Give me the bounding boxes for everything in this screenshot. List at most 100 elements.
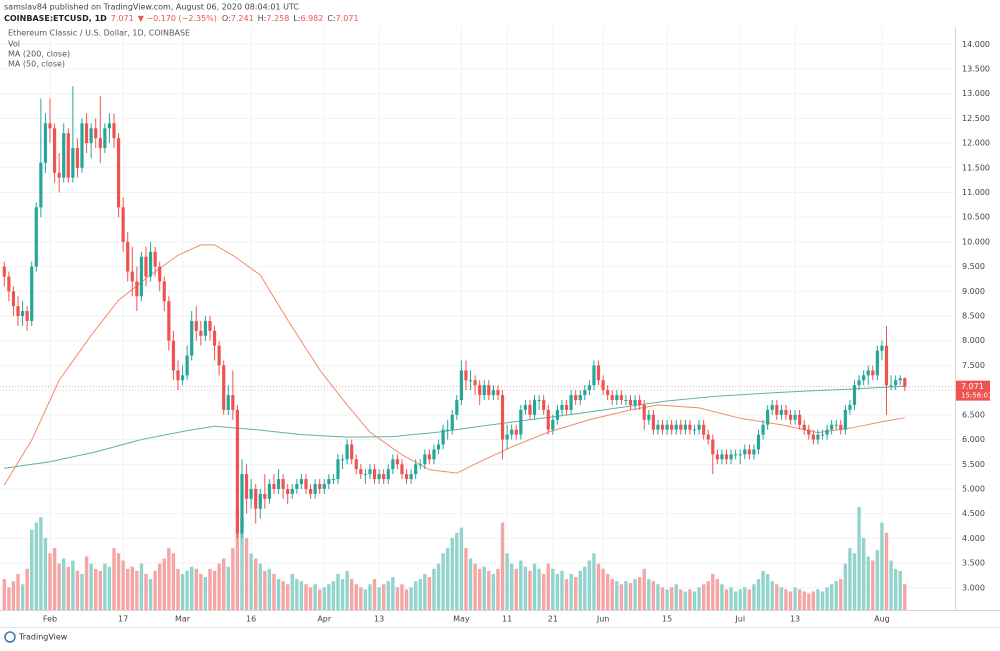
candle-body <box>505 434 509 440</box>
volume-bar <box>400 584 404 610</box>
candle-body <box>290 488 294 494</box>
logo-icon <box>4 631 16 643</box>
volume-bar <box>816 589 820 610</box>
volume-bar <box>62 558 66 610</box>
y-tick-label: 8.000 <box>962 336 985 345</box>
volume-bar <box>807 593 811 610</box>
candle-body <box>441 429 445 445</box>
candle-body <box>249 488 253 499</box>
candle-body <box>606 390 610 396</box>
candle-body <box>395 459 399 465</box>
volume-bar <box>52 548 57 610</box>
y-tick-label: 9.500 <box>962 262 985 271</box>
volume-bar <box>340 579 345 610</box>
candle-body <box>43 123 48 163</box>
candle-body <box>318 484 322 489</box>
candle-body <box>194 320 198 331</box>
volume-bar <box>11 581 16 610</box>
candle-body <box>656 424 660 430</box>
volume-bar <box>418 579 422 610</box>
volume-bar <box>756 579 761 610</box>
volume-bar <box>848 548 852 610</box>
candle-body <box>272 484 276 489</box>
volume-bar <box>820 591 825 610</box>
candle-body <box>779 409 783 415</box>
volume-bar <box>829 584 834 610</box>
x-tick-label: Feb <box>43 615 57 624</box>
volume-bar <box>825 587 829 610</box>
candle-body <box>679 424 683 430</box>
candle-body <box>628 400 633 405</box>
volume-bar <box>455 532 459 610</box>
candle-body <box>802 424 806 430</box>
volume-bar <box>765 573 770 610</box>
candle-body <box>16 306 20 317</box>
candle-body <box>500 395 505 440</box>
candle-body <box>551 419 555 430</box>
y-tick-label: 7.500 <box>962 361 985 370</box>
candle-body <box>144 256 148 277</box>
x-tick-label: 15 <box>662 615 672 624</box>
candle-body <box>372 469 377 480</box>
candle-body <box>2 266 6 277</box>
volume-bar <box>729 587 733 610</box>
high-value: 7.258 <box>266 14 289 23</box>
volume-bar <box>601 568 605 610</box>
candle-body <box>7 276 11 292</box>
volume-bar <box>349 579 354 610</box>
volume-bar <box>427 577 432 610</box>
candle-body <box>254 488 258 509</box>
volume-bar <box>903 584 907 610</box>
volume-bar <box>423 573 427 610</box>
candle-body <box>359 469 363 475</box>
candle-body <box>400 464 404 475</box>
high-label: H: <box>258 14 267 23</box>
volume-bar <box>505 553 509 610</box>
volume-bar <box>683 591 688 610</box>
open-value: 7.241 <box>231 14 254 23</box>
volume-bar <box>89 563 93 610</box>
publisher: samslav84 published on TradingView.com, … <box>4 3 299 12</box>
volume-bar <box>194 568 198 610</box>
candle-body <box>683 424 687 430</box>
volume-bar <box>541 573 546 610</box>
candle-body <box>409 474 413 480</box>
candle-body <box>98 138 102 149</box>
last-price-label: 7.071 <box>961 382 984 391</box>
candle-layer <box>2 86 907 539</box>
volume-bar <box>372 579 377 610</box>
volume-bar <box>272 573 276 610</box>
candle-body <box>578 395 582 401</box>
candle-body <box>875 350 879 376</box>
volume-bar <box>701 584 706 610</box>
volume-bar <box>304 584 308 610</box>
volume-bar <box>615 581 619 610</box>
candle-body <box>57 172 61 178</box>
candle-body <box>71 148 75 178</box>
candle-body <box>473 380 477 386</box>
candle-body <box>263 493 267 499</box>
candle-body <box>436 444 441 450</box>
candle-body <box>633 400 637 405</box>
volume-bar <box>327 584 331 610</box>
volume-bar <box>834 581 838 610</box>
volume-bar <box>212 570 217 610</box>
candle-body <box>798 414 802 425</box>
candle-body <box>455 400 459 415</box>
candle-body <box>48 123 52 129</box>
candle-body <box>555 409 559 420</box>
volume-bar <box>802 591 806 610</box>
volume-bar <box>546 563 550 610</box>
low-value: 6.982 <box>300 14 323 23</box>
y-tick-label: 13.000 <box>962 89 990 98</box>
volume-bar <box>743 587 747 610</box>
volume-bar <box>363 589 368 610</box>
volume-bar <box>610 579 614 610</box>
candle-body <box>404 474 409 480</box>
volume-bar <box>445 548 450 610</box>
volume-bar <box>354 584 358 610</box>
close-value: 7.071 <box>336 14 359 23</box>
candle-body <box>692 429 697 431</box>
footer-text: TradingView <box>18 633 68 642</box>
candle-body <box>345 444 349 460</box>
